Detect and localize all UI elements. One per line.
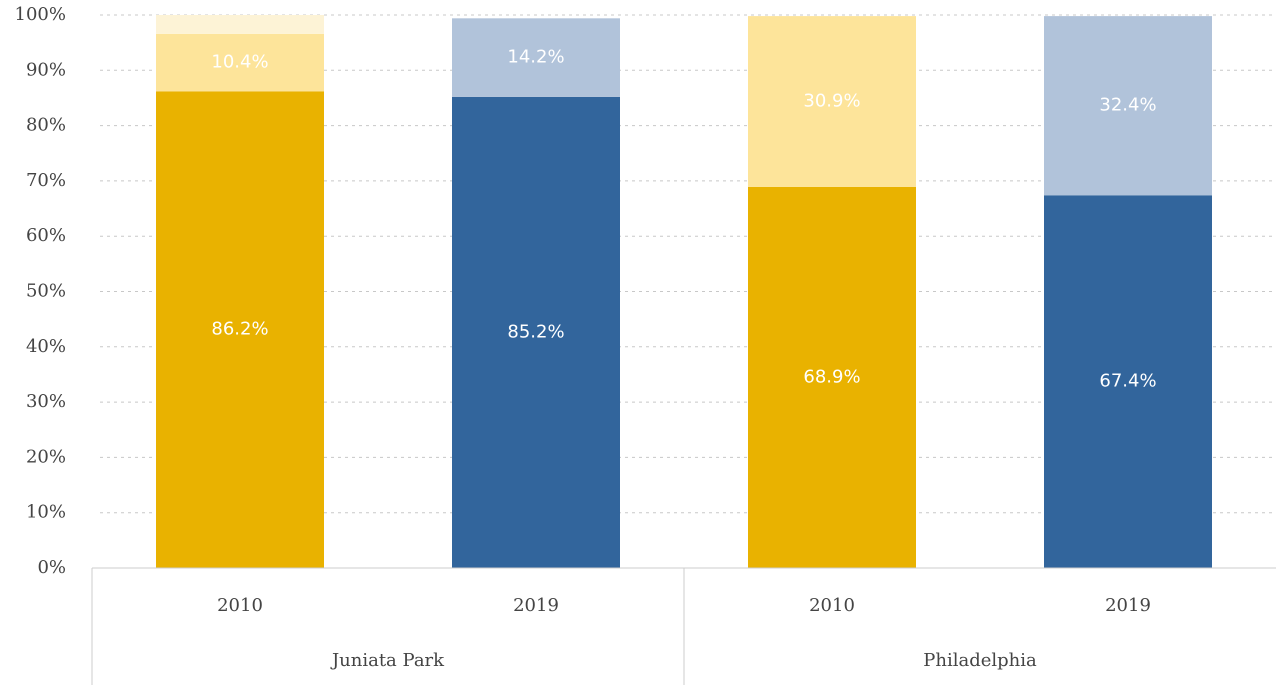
value-label: 14.2% [507,47,564,68]
x-tick-label: 2019 [1105,595,1151,616]
value-label: 30.9% [803,91,860,112]
bar-segment [748,16,916,187]
bar-segment [452,18,620,97]
y-tick-label: 50% [26,281,66,302]
bar-segment [156,91,324,569]
bar-segment [452,96,620,569]
value-label: 68.9% [803,366,860,387]
y-tick-label: 30% [26,391,66,412]
y-tick-label: 90% [26,59,66,80]
value-label: 85.2% [507,321,564,342]
group-label: Philadelphia [923,650,1037,671]
y-tick-label: 20% [26,446,66,467]
x-tick-label: 2010 [217,595,263,616]
y-tick-label: 10% [26,502,66,523]
value-label: 86.2% [211,319,268,340]
bar-segment [1044,195,1212,568]
y-tick-label: 0% [37,557,66,578]
value-label: 10.4% [211,52,268,73]
x-tick-label: 2019 [513,595,559,616]
value-label: 67.4% [1099,371,1156,392]
bar-segment [1044,16,1212,196]
y-tick-label: 80% [26,115,66,136]
bar-segment [156,33,324,92]
group-label: Juniata Park [330,650,445,671]
bar-segment [156,15,324,34]
y-tick-label: 100% [15,4,66,25]
y-tick-label: 60% [26,225,66,246]
value-label: 32.4% [1099,95,1156,116]
x-tick-label: 2010 [809,595,855,616]
y-tick-label: 70% [26,170,66,191]
y-tick-label: 40% [26,336,66,357]
bar-segment [748,186,916,568]
